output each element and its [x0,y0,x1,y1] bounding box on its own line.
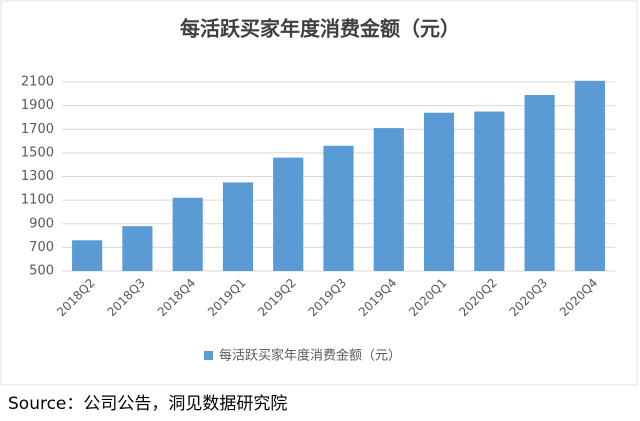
x-tick-label: 2019Q4 [356,276,400,320]
x-tick-label: 2020Q4 [557,276,601,320]
chart-frame [0,0,638,386]
x-tick-label: 2019Q1 [205,276,249,320]
bar [574,80,605,271]
x-tick-label: 2019Q2 [255,276,299,320]
y-tick-label: 700 [29,240,54,255]
bar [122,226,153,271]
bar [172,197,203,271]
x-tick-label: 2020Q2 [456,276,500,320]
y-tick-label: 2100 [21,75,54,90]
legend-swatch [204,351,213,360]
x-tick-label: 2019Q3 [306,276,350,320]
bar [524,94,555,272]
bar [222,182,254,271]
y-tick-label: 1900 [21,98,54,113]
x-tick-label: 2018Q4 [155,276,199,320]
x-tick-label: 2018Q2 [54,276,98,320]
x-tick-label: 2020Q3 [507,276,551,320]
chart-title: 每活跃买家年度消费金额（元） [180,17,460,41]
x-tick-label: 2018Q3 [104,276,148,320]
bar [273,157,304,271]
bar [323,145,354,271]
source-note: Source：公司公告，洞见数据研究院 [8,394,287,414]
y-tick-label: 500 [29,264,54,279]
y-tick-label: 1700 [21,122,54,137]
y-tick-label: 1100 [21,193,54,208]
bar [72,240,103,271]
legend-label: 每活跃买家年度消费金额（元） [219,348,401,364]
y-tick-label: 1300 [21,169,54,184]
x-tick-label: 2020Q1 [406,276,450,320]
y-tick-label: 1500 [21,145,54,160]
bar [423,112,455,272]
y-tick-label: 900 [29,216,54,231]
bar [474,111,505,271]
bar [373,128,404,271]
